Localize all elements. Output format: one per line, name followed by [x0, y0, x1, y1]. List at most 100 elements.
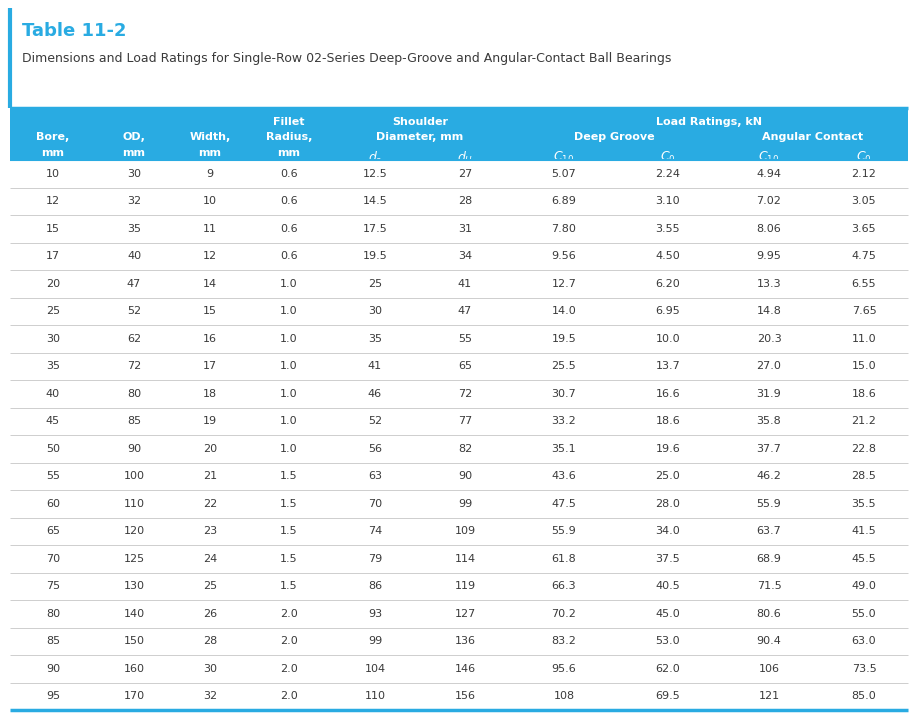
Text: 17.5: 17.5 [363, 224, 387, 234]
Text: 45.0: 45.0 [655, 608, 680, 618]
Text: 0.6: 0.6 [280, 197, 297, 206]
Text: 46: 46 [368, 389, 382, 399]
Text: 21: 21 [203, 472, 217, 481]
Text: 56: 56 [368, 444, 382, 454]
Text: Fillet: Fillet [274, 117, 305, 127]
Text: 19.5: 19.5 [552, 334, 577, 343]
Text: 24: 24 [203, 554, 218, 564]
Text: 61.8: 61.8 [552, 554, 577, 564]
Text: 1.0: 1.0 [280, 361, 297, 372]
Text: 41: 41 [368, 361, 382, 372]
Text: $C_0$: $C_0$ [856, 150, 872, 165]
Text: 86: 86 [368, 581, 382, 591]
Text: 13.3: 13.3 [756, 279, 781, 289]
Text: Diameter, mm: Diameter, mm [376, 132, 464, 142]
Text: 11: 11 [203, 224, 217, 234]
Text: 10: 10 [46, 168, 60, 179]
Text: Deep Groove: Deep Groove [574, 132, 655, 142]
Text: 16: 16 [203, 334, 217, 343]
Text: 30: 30 [368, 306, 382, 316]
Text: 170: 170 [123, 691, 144, 701]
Text: 14.8: 14.8 [756, 306, 781, 316]
Text: 4.50: 4.50 [655, 251, 680, 261]
Text: 30: 30 [203, 664, 217, 674]
Text: mm: mm [41, 148, 64, 158]
Text: 47.5: 47.5 [552, 499, 577, 509]
Text: 14.0: 14.0 [552, 306, 577, 316]
Text: 47: 47 [458, 306, 472, 316]
Text: 2.0: 2.0 [280, 664, 297, 674]
Text: 74: 74 [368, 526, 382, 536]
Text: 55.9: 55.9 [756, 499, 781, 509]
Text: 25: 25 [46, 306, 60, 316]
Text: 90: 90 [46, 664, 60, 674]
Text: 21.2: 21.2 [852, 416, 877, 426]
Text: 25: 25 [368, 279, 382, 289]
Text: 20.3: 20.3 [756, 334, 781, 343]
Text: 46.2: 46.2 [756, 472, 781, 481]
Text: Bore,: Bore, [37, 132, 70, 142]
Text: 35: 35 [127, 224, 141, 234]
Text: 69.5: 69.5 [655, 691, 680, 701]
Text: 27.0: 27.0 [756, 361, 781, 372]
Text: 83.2: 83.2 [552, 636, 577, 647]
Text: Load Ratings, kN: Load Ratings, kN [656, 117, 762, 127]
Text: 35.5: 35.5 [852, 499, 877, 509]
Text: 1.5: 1.5 [280, 526, 297, 536]
Text: 71.5: 71.5 [756, 581, 781, 591]
Text: 72: 72 [127, 361, 141, 372]
Text: 41: 41 [458, 279, 472, 289]
Text: mm: mm [277, 148, 300, 158]
Text: 35.1: 35.1 [552, 444, 577, 454]
Text: 55: 55 [46, 472, 60, 481]
Text: 26: 26 [203, 608, 217, 618]
Text: 43.6: 43.6 [552, 472, 577, 481]
Text: 6.89: 6.89 [552, 197, 577, 206]
Text: 13.7: 13.7 [655, 361, 680, 372]
Text: 110: 110 [364, 691, 386, 701]
Text: 119: 119 [454, 581, 476, 591]
Text: 2.0: 2.0 [280, 691, 297, 701]
Text: 99: 99 [458, 499, 472, 509]
Text: 110: 110 [124, 499, 144, 509]
Text: 40: 40 [127, 251, 141, 261]
Text: 1.5: 1.5 [280, 554, 297, 564]
Text: 18: 18 [203, 389, 217, 399]
Text: 1.5: 1.5 [280, 472, 297, 481]
Text: 32: 32 [203, 691, 217, 701]
Text: 99: 99 [368, 636, 382, 647]
Text: 106: 106 [758, 664, 779, 674]
Text: 125: 125 [123, 554, 144, 564]
Text: 15.0: 15.0 [852, 361, 877, 372]
Text: 40.5: 40.5 [655, 581, 680, 591]
Text: 18.6: 18.6 [852, 389, 877, 399]
Text: 28.0: 28.0 [655, 499, 680, 509]
Text: 40: 40 [46, 389, 60, 399]
Text: 25.0: 25.0 [655, 472, 680, 481]
Text: 80.6: 80.6 [756, 608, 781, 618]
Text: 53.0: 53.0 [655, 636, 680, 647]
Text: 35.8: 35.8 [756, 416, 781, 426]
Text: 0.6: 0.6 [280, 251, 297, 261]
Text: 114: 114 [454, 554, 476, 564]
Text: Table 11-2: Table 11-2 [22, 22, 127, 40]
Text: 85: 85 [127, 416, 141, 426]
Text: 22: 22 [203, 499, 218, 509]
Text: 85: 85 [46, 636, 60, 647]
Text: 95.6: 95.6 [552, 664, 577, 674]
Text: 2.12: 2.12 [852, 168, 877, 179]
Text: 93: 93 [368, 608, 382, 618]
Text: 52: 52 [127, 306, 141, 316]
Text: 65: 65 [46, 526, 60, 536]
Text: mm: mm [122, 148, 145, 158]
Text: 9.95: 9.95 [756, 251, 781, 261]
Text: 136: 136 [454, 636, 476, 647]
Text: 14: 14 [203, 279, 217, 289]
Text: 130: 130 [124, 581, 144, 591]
Text: 108: 108 [554, 691, 575, 701]
Text: 73.5: 73.5 [852, 664, 877, 674]
Text: 10: 10 [203, 197, 217, 206]
Text: 7.02: 7.02 [756, 197, 781, 206]
Text: 79: 79 [368, 554, 382, 564]
Text: 82: 82 [458, 444, 472, 454]
